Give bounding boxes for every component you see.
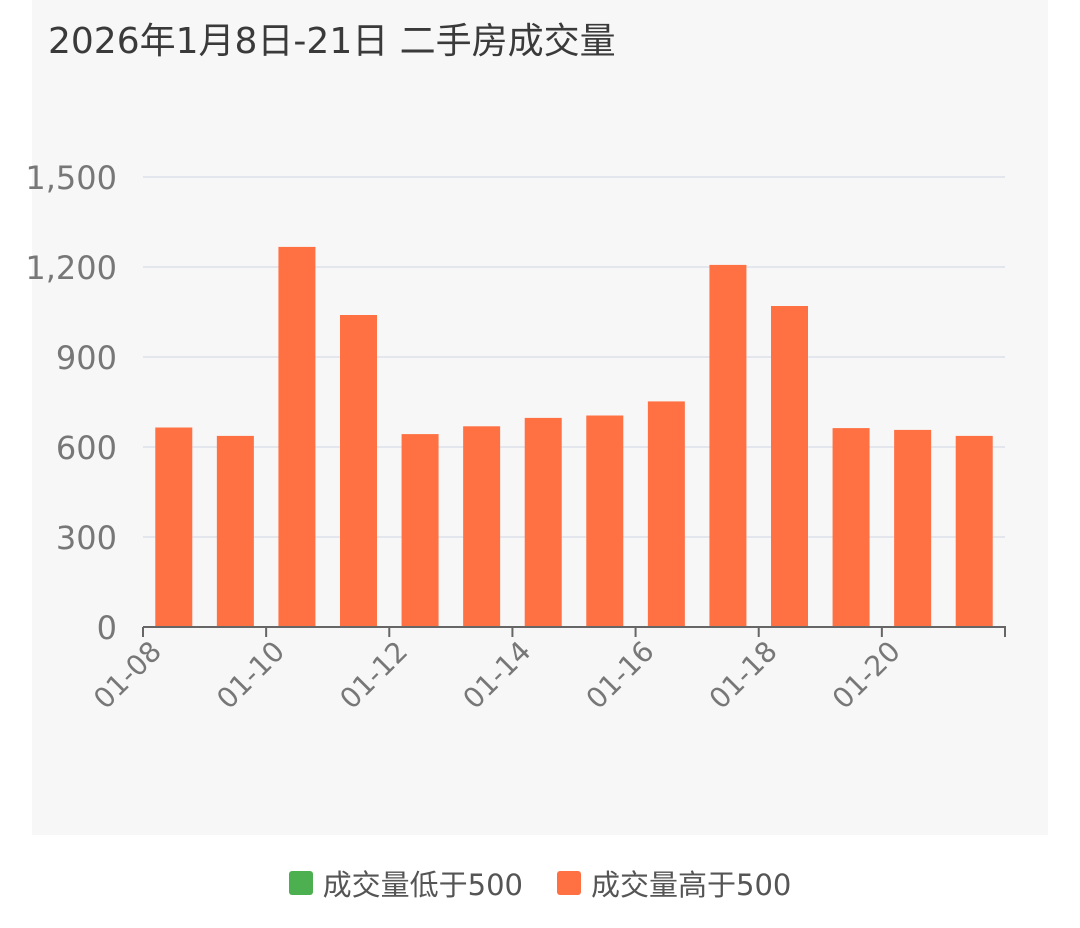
y-tick-label: 1,200 [25, 249, 117, 287]
bar-01-13[interactable] [463, 426, 501, 627]
x-tick-label: 01-18 [703, 635, 784, 716]
bar-01-18[interactable] [771, 306, 808, 627]
y-tick-label: 300 [56, 519, 117, 557]
bar-01-10[interactable] [278, 246, 316, 627]
chart-title: 2026年1月8日-21日 二手房成交量 [48, 21, 616, 62]
bar-01-09[interactable] [216, 435, 254, 627]
bar-01-16[interactable] [647, 401, 685, 627]
bar-01-17[interactable] [709, 264, 747, 627]
bar-01-20[interactable] [894, 429, 932, 627]
x-tick-label: 01-16 [580, 635, 661, 716]
x-tick-label: 01-20 [826, 635, 907, 716]
legend-swatch-below-500 [288, 871, 313, 895]
y-tick-label: 0 [97, 609, 117, 647]
legend-item-above-500[interactable]: 成交量高于500 [557, 862, 791, 904]
x-tick-label: 01-10 [210, 635, 291, 716]
legend-swatch-above-500 [557, 871, 581, 895]
y-tick-label: 600 [56, 429, 117, 467]
bar-01-08[interactable] [155, 427, 193, 628]
bar-01-14[interactable] [524, 417, 562, 627]
x-tick-label: 01-14 [457, 635, 538, 716]
bar-01-21[interactable] [955, 435, 993, 627]
legend: 成交量低于500 成交量高于500 [0, 862, 1080, 904]
bar-01-11[interactable] [340, 315, 377, 627]
legend-label-above-500: 成交量高于500 [591, 868, 792, 902]
bar-01-12[interactable] [401, 434, 439, 627]
bar-01-15[interactable] [586, 415, 624, 628]
legend-item-below-500[interactable]: 成交量低于500 [288, 862, 523, 904]
y-tick-label: 900 [56, 339, 117, 377]
chart-panel [32, 0, 1048, 835]
bar-01-19[interactable] [832, 428, 870, 627]
y-tick-label: 1,500 [25, 159, 117, 197]
x-tick-label: 01-12 [333, 635, 414, 716]
legend-label-below-500: 成交量低于500 [322, 868, 523, 902]
